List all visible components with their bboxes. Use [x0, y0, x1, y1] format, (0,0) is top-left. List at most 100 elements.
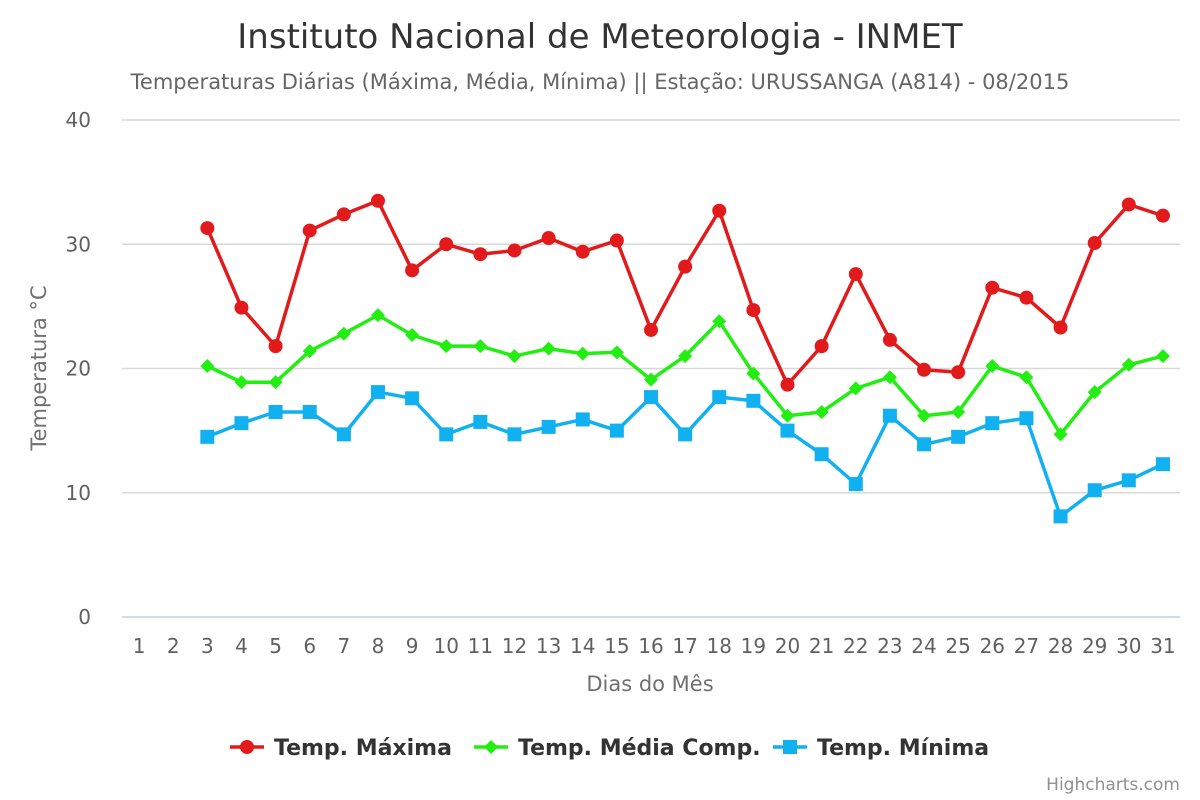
data-point[interactable] [882, 370, 897, 385]
data-point[interactable] [1087, 236, 1102, 251]
data-point[interactable] [473, 247, 488, 262]
data-point[interactable] [268, 375, 283, 390]
data-point[interactable] [780, 423, 795, 438]
data-point[interactable] [746, 393, 761, 408]
data-point[interactable] [541, 419, 556, 434]
data-point[interactable] [405, 327, 420, 342]
legend[interactable]: Temp. Máxima Temp. Média Comp. Temp. Mínim… [230, 736, 989, 761]
data-point[interactable] [882, 408, 897, 423]
data-point[interactable] [1155, 457, 1170, 472]
data-point[interactable] [234, 375, 249, 390]
data-point[interactable] [746, 366, 761, 381]
data-point[interactable] [712, 203, 727, 218]
data-point[interactable] [848, 267, 863, 282]
legend-marker[interactable] [783, 740, 797, 754]
data-point[interactable] [575, 244, 590, 259]
data-point[interactable] [370, 193, 385, 208]
data-point[interactable] [1053, 427, 1068, 442]
data-point[interactable] [370, 385, 385, 400]
data-point[interactable] [814, 447, 829, 462]
data-point[interactable] [780, 408, 795, 423]
data-point[interactable] [644, 372, 658, 387]
data-point[interactable] [951, 365, 966, 380]
y-tick-label: 0 [78, 605, 91, 629]
data-point[interactable] [507, 349, 522, 364]
data-point[interactable] [473, 339, 488, 354]
x-tick-label: 17 [672, 634, 697, 658]
data-point[interactable] [678, 427, 693, 442]
data-point[interactable] [200, 359, 215, 374]
data-point[interactable] [405, 263, 420, 278]
data-point[interactable] [439, 339, 454, 354]
data-point[interactable] [575, 412, 590, 427]
data-point[interactable] [336, 427, 351, 442]
data-point[interactable] [268, 339, 283, 354]
data-point[interactable] [336, 326, 351, 341]
data-point[interactable] [1087, 483, 1102, 498]
data-point[interactable] [951, 404, 966, 419]
data-point[interactable] [473, 414, 488, 429]
data-point[interactable] [609, 423, 624, 438]
data-point[interactable] [439, 237, 454, 252]
data-point[interactable] [1121, 357, 1136, 372]
data-point[interactable] [1121, 473, 1136, 488]
data-point[interactable] [985, 416, 1000, 431]
data-point[interactable] [712, 314, 727, 329]
data-point[interactable] [405, 391, 420, 406]
data-point[interactable] [609, 233, 624, 248]
data-point[interactable] [302, 404, 317, 419]
legend-item[interactable]: Temp. Mínima [773, 736, 989, 761]
data-point[interactable] [644, 322, 658, 337]
data-point[interactable] [1087, 385, 1102, 400]
data-point[interactable] [1155, 208, 1170, 223]
data-point[interactable] [1019, 290, 1034, 305]
data-point[interactable] [1019, 411, 1034, 426]
data-point[interactable] [1121, 197, 1136, 212]
data-point[interactable] [951, 429, 966, 444]
legend-item[interactable]: Temp. Máxima [230, 736, 452, 761]
data-point[interactable] [1053, 509, 1068, 524]
data-point[interactable] [985, 280, 1000, 295]
data-point[interactable] [302, 344, 317, 359]
data-point[interactable] [678, 349, 693, 364]
data-point[interactable] [200, 221, 215, 236]
data-point[interactable] [712, 390, 727, 405]
data-point[interactable] [541, 231, 556, 246]
data-point[interactable] [848, 477, 863, 492]
data-point[interactable] [1155, 349, 1170, 364]
data-point[interactable] [746, 303, 761, 318]
data-point[interactable] [848, 381, 863, 396]
data-point[interactable] [814, 404, 829, 419]
data-point[interactable] [917, 437, 932, 452]
data-point[interactable] [439, 427, 454, 442]
data-point[interactable] [609, 345, 624, 360]
data-point[interactable] [268, 404, 283, 419]
data-point[interactable] [917, 408, 932, 423]
data-point[interactable] [541, 341, 556, 356]
data-point[interactable] [234, 416, 249, 431]
data-point[interactable] [678, 259, 693, 274]
data-point[interactable] [780, 377, 795, 392]
data-point[interactable] [336, 207, 351, 222]
data-point[interactable] [1053, 320, 1068, 335]
data-point[interactable] [985, 359, 1000, 374]
data-point[interactable] [302, 223, 317, 238]
credits-link[interactable]: Highcharts.com [1046, 775, 1180, 795]
legend-item[interactable]: Temp. Média Comp. [474, 736, 761, 761]
legend-marker[interactable] [484, 740, 498, 754]
legend-marker[interactable] [240, 740, 254, 754]
data-point[interactable] [507, 427, 522, 442]
x-tick-label: 20 [775, 634, 800, 658]
x-tick-label: 16 [638, 634, 663, 658]
data-point[interactable] [1019, 370, 1034, 385]
data-point[interactable] [814, 339, 829, 354]
data-point[interactable] [882, 332, 897, 347]
data-point[interactable] [370, 308, 385, 323]
data-point[interactable] [234, 300, 249, 315]
data-point[interactable] [575, 346, 590, 361]
data-point[interactable] [200, 429, 215, 444]
data-point[interactable] [507, 243, 522, 258]
data-point[interactable] [917, 362, 932, 377]
data-point[interactable] [644, 390, 658, 405]
